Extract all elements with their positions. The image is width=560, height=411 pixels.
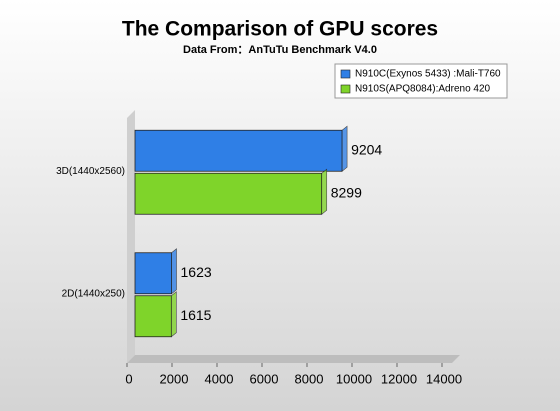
bar-end: [341, 125, 348, 172]
y-tick-label: 3D(1440x2560): [56, 166, 125, 177]
legend: [334, 63, 508, 99]
value-label: 1615: [180, 307, 211, 323]
legend-swatch: [340, 69, 351, 79]
bar: [134, 252, 172, 295]
x-tick-label: 0: [125, 371, 132, 386]
x-tick-label: 14000: [426, 371, 462, 386]
value-label: 8299: [331, 184, 362, 200]
legend-swatch: [340, 84, 351, 94]
x-tick-label: 8000: [295, 371, 324, 386]
legend-label: N910C(Exynos 5433) :Mali-T760: [355, 69, 501, 80]
x-tick-label: 10000: [336, 371, 372, 386]
x-tick-label: 4000: [205, 371, 234, 386]
x-tick-label: 6000: [250, 371, 279, 386]
chart-title: The Comparison of GPU scores: [122, 18, 438, 41]
x-tick-label: 12000: [381, 371, 417, 386]
y-tick-label: 2D(1440x250): [62, 288, 125, 299]
bar: [134, 129, 343, 172]
floor: [127, 355, 460, 363]
legend-label: N910S(APQ8084):Adreno 420: [355, 84, 491, 95]
bar-end: [171, 291, 177, 338]
chart-subtitle: Data From：AnTuTu Benchmark V4.0: [183, 44, 377, 56]
bar: [134, 295, 172, 338]
bar-end: [321, 168, 328, 215]
value-label: 9204: [351, 141, 382, 157]
value-label: 1623: [181, 264, 212, 280]
side-wall: [127, 110, 135, 363]
x-tick-label: 2000: [160, 371, 189, 386]
bar-end: [171, 248, 177, 295]
bar: [134, 172, 323, 215]
